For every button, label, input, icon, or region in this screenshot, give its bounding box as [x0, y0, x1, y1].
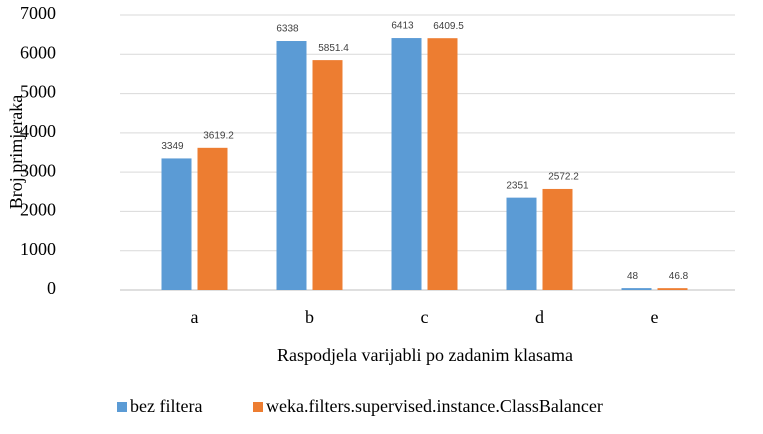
legend-swatch [117, 402, 127, 412]
legend-label: weka.filters.supervised.instance.ClassBa… [266, 396, 603, 416]
value-label: 6409.5 [433, 21, 464, 32]
value-label: 46.8 [669, 271, 689, 282]
bar [657, 288, 688, 290]
value-label: 6338 [276, 24, 299, 35]
bar [542, 188, 573, 290]
x-tick-label: c [421, 307, 429, 327]
y-tick-label: 3000 [20, 160, 56, 180]
bar [197, 147, 228, 290]
value-label: 3349 [161, 141, 184, 152]
x-axis-title: Raspodjela varijabli po zadanim klasama [277, 345, 573, 365]
value-label: 5851.4 [318, 43, 349, 54]
bar [276, 41, 307, 290]
bar [427, 38, 458, 291]
bar [621, 288, 652, 290]
legend-swatch [253, 402, 263, 412]
x-tick-label: e [651, 307, 659, 327]
y-tick-label: 7000 [20, 3, 56, 23]
y-tick-label: 2000 [20, 200, 56, 220]
value-label: 2351 [506, 180, 529, 191]
y-tick-label: 5000 [20, 82, 56, 102]
x-tick-label: a [191, 307, 199, 327]
y-axis-title: Broj primjeraka [6, 95, 26, 209]
bar [312, 60, 343, 291]
legend-label: bez filtera [130, 396, 202, 416]
y-tick-label: 6000 [20, 42, 56, 62]
value-label: 3619.2 [203, 130, 234, 141]
value-label: 6413 [391, 21, 414, 32]
value-label: 2572.2 [548, 172, 579, 183]
bar [391, 38, 422, 290]
x-tick-label: d [535, 307, 544, 327]
bar [506, 197, 537, 290]
y-tick-label: 1000 [20, 239, 56, 259]
y-tick-label: 4000 [20, 121, 56, 141]
y-tick-label: 0 [47, 278, 56, 298]
x-tick-label: b [305, 307, 314, 327]
bar [161, 158, 192, 290]
value-label: 48 [627, 271, 639, 282]
